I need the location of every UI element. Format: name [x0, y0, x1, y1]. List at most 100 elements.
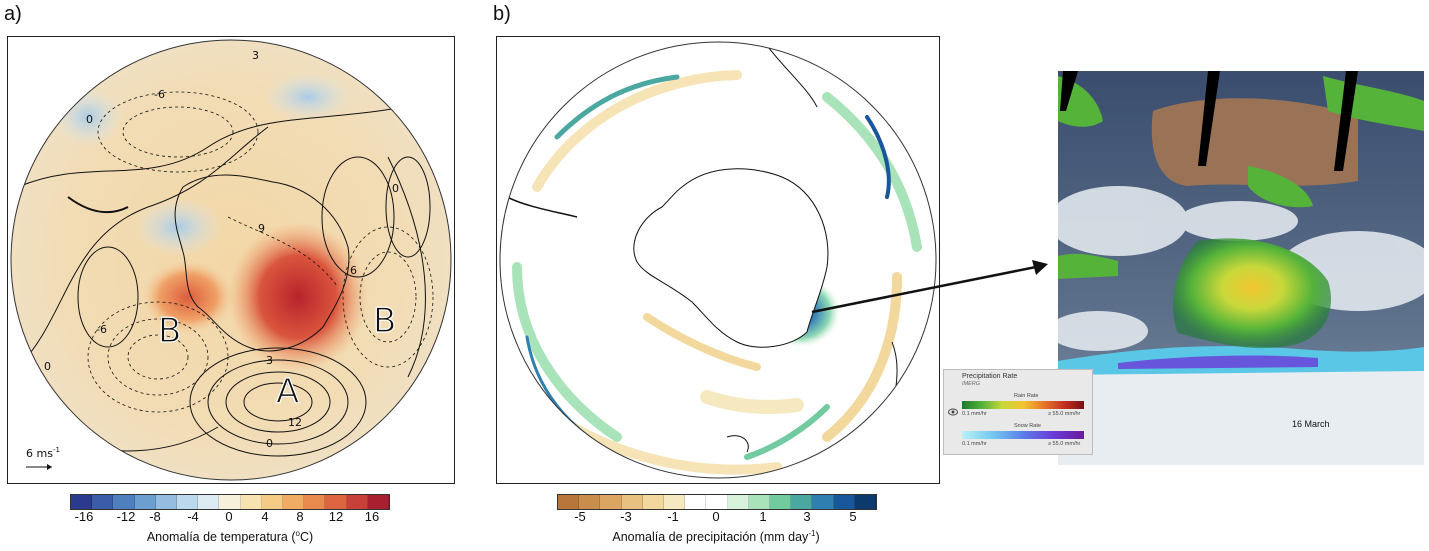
colorbar-swatch [198, 495, 220, 509]
dry-band [700, 390, 804, 414]
rain-rate-max: ≥ 55.0 mm/hr [1048, 411, 1081, 417]
colorbar-swatch [283, 495, 305, 509]
colorbar-swatch [791, 495, 813, 509]
map-rim [499, 41, 937, 479]
rain-rate-min: 0.1 mm/hr [962, 411, 987, 417]
legend-title: Precipitation Rate [962, 373, 1018, 380]
contour-high [243, 382, 313, 422]
colorbar-tick: -8 [149, 509, 161, 524]
contour-high [225, 371, 331, 433]
colorbar-swatch [346, 495, 368, 509]
vector-scale-label: 6 ms-1 [26, 446, 60, 460]
contour-negative [359, 251, 417, 343]
snow-rate-max: ≥ 55.0 mm/hr [1048, 441, 1081, 447]
colorbar-swatch [748, 495, 771, 509]
warm-anomaly-west [140, 259, 236, 335]
orbit-gap [1334, 71, 1358, 171]
colorbar-swatch [812, 495, 834, 509]
precipitation-patch [1058, 253, 1118, 279]
wet-band [512, 262, 622, 442]
orbit-gap [1198, 71, 1220, 166]
precipitation-colorbar [557, 494, 877, 510]
vector-scale-arrowhead [47, 464, 52, 470]
letter-b-west: B [158, 311, 181, 351]
antarctica-coastline [633, 168, 829, 348]
cloud [1178, 201, 1298, 241]
colorbar-swatch [325, 495, 347, 509]
colorbar-swatch [71, 495, 93, 509]
satellite-date-label: 16 March [1292, 419, 1330, 429]
contour-negative [127, 334, 189, 380]
colorbar-tick: -5 [574, 509, 586, 524]
wet-band [865, 115, 891, 199]
contour-label: -3 [262, 354, 273, 367]
colorbar-tick: 16 [364, 509, 380, 524]
contour-low [321, 156, 395, 278]
contour-high [207, 359, 349, 445]
wet-band [554, 74, 680, 140]
colorbar-swatch [579, 495, 601, 509]
colorbar-tick: 3 [803, 509, 811, 524]
cloud [1058, 311, 1148, 351]
colorbar-swatch [600, 495, 622, 509]
colorbar-swatch [621, 495, 643, 509]
south-america-coast [67, 196, 129, 214]
colorbar-tick: 0 [712, 509, 720, 524]
colorbar-swatch [367, 495, 390, 509]
legend-subtitle: IMERG [962, 381, 981, 387]
contour-label: 0 [86, 113, 93, 126]
rain-rate-scale [962, 401, 1084, 409]
letter-b-east: B [373, 301, 396, 341]
contour-high [189, 347, 367, 457]
contour-low [385, 156, 431, 258]
contour-negative [122, 106, 234, 158]
colorbar-swatch [240, 495, 262, 509]
cool-anomaly-top [263, 72, 353, 122]
colorbar-swatch [155, 495, 178, 509]
colorbar-swatch [664, 495, 686, 509]
temperature-colorbar [70, 494, 390, 510]
antarctic-ice [1058, 361, 1424, 465]
colorbar-tick: -4 [187, 509, 199, 524]
dry-band [822, 272, 902, 442]
colorbar-swatch [113, 495, 135, 509]
contour-label: 9 [258, 222, 265, 235]
colorbar-tick: -16 [74, 509, 94, 524]
contour-label: 0 [266, 437, 273, 450]
colorbar-swatch [92, 495, 114, 509]
contour-label: -6 [96, 323, 107, 336]
colorbar-tick: 1 [759, 509, 767, 524]
cloud [1058, 186, 1188, 256]
colorbar-swatch [833, 495, 855, 509]
eye-icon[interactable] [948, 408, 958, 416]
snow-rate-min: 0.1 mm/hr [962, 441, 987, 447]
precipitation-rate-legend: Precipitation Rate IMERG Rain Rate 0.1 m… [943, 369, 1093, 455]
rain-rate-label: Rain Rate [1014, 393, 1039, 399]
satellite-image: 16 March [1058, 71, 1424, 465]
colorbar-tick: 8 [296, 509, 304, 524]
precipitation-map-svg [499, 41, 937, 479]
panel-b-label: b) [493, 3, 511, 25]
cool-anomaly-north [133, 197, 223, 257]
contour-label: 0 [392, 182, 399, 195]
contour-negative [97, 91, 259, 173]
colorbar-swatch [706, 495, 728, 509]
contour-negative [227, 216, 339, 288]
antarctica-coastline [174, 174, 350, 352]
map-rim [10, 39, 452, 481]
colorbar-tick: 5 [849, 509, 857, 524]
colorbar-tick: 0 [225, 509, 233, 524]
contour-negative [87, 301, 229, 413]
contour-negative [107, 318, 209, 396]
letter-a: A [276, 372, 299, 412]
colorbar-swatch [685, 495, 707, 509]
temperature-map-svg: B A B 3 -6 0 6 -6 -3 12 0 0 0 9 6 ms-1 [10, 39, 452, 481]
contour-label: 12 [288, 416, 302, 429]
map-disc [11, 40, 451, 480]
precipitation-anomaly-map [496, 36, 940, 484]
satellite-image-svg [1058, 71, 1424, 465]
south-america-coast [506, 196, 578, 218]
colorbar-tick: 4 [261, 509, 269, 524]
new-zealand-coast [726, 435, 749, 453]
contour-low [77, 246, 139, 348]
